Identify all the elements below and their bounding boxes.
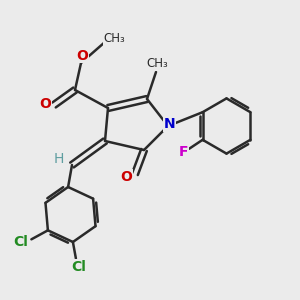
Text: O: O [76,49,88,62]
Text: F: F [178,145,188,159]
Text: H: H [53,152,64,166]
Text: CH₃: CH₃ [103,32,125,46]
Text: N: N [164,118,175,131]
Text: O: O [120,170,132,184]
Text: Cl: Cl [71,260,86,274]
Text: O: O [40,97,52,110]
Text: Cl: Cl [14,235,28,249]
Text: CH₃: CH₃ [147,57,168,70]
